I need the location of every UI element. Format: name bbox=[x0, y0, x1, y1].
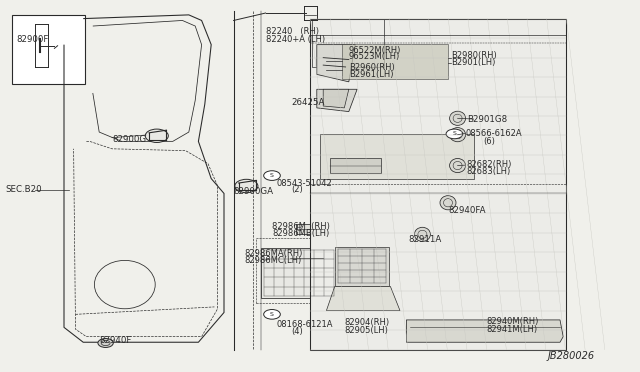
Bar bbox=[320, 134, 474, 179]
Polygon shape bbox=[323, 89, 349, 108]
Text: (6): (6) bbox=[483, 137, 495, 146]
Text: 82905(LH): 82905(LH) bbox=[344, 326, 388, 335]
Polygon shape bbox=[317, 45, 355, 82]
Circle shape bbox=[98, 339, 113, 347]
Bar bbox=[261, 248, 337, 298]
Bar bbox=[342, 44, 448, 79]
Circle shape bbox=[145, 129, 168, 142]
Text: 08566-6162A: 08566-6162A bbox=[466, 129, 522, 138]
Text: 08168-6121A: 08168-6121A bbox=[276, 320, 333, 329]
Ellipse shape bbox=[449, 158, 466, 173]
Polygon shape bbox=[406, 320, 563, 342]
Text: 82986MC(LH): 82986MC(LH) bbox=[244, 256, 301, 265]
Text: B2901(LH): B2901(LH) bbox=[451, 58, 495, 67]
Circle shape bbox=[446, 129, 463, 139]
Ellipse shape bbox=[415, 227, 431, 241]
Bar bbox=[12, 15, 85, 84]
Circle shape bbox=[262, 256, 269, 260]
Text: 96523M(LH): 96523M(LH) bbox=[349, 52, 400, 61]
Bar bbox=[330, 158, 381, 173]
Text: 82682(RH): 82682(RH) bbox=[466, 160, 511, 169]
Polygon shape bbox=[310, 19, 566, 350]
Circle shape bbox=[264, 310, 280, 319]
Text: 82900GA: 82900GA bbox=[234, 187, 274, 196]
Text: S: S bbox=[270, 173, 274, 178]
Text: 82941M(LH): 82941M(LH) bbox=[486, 325, 538, 334]
Ellipse shape bbox=[449, 111, 466, 125]
Text: 96522M(RH): 96522M(RH) bbox=[349, 46, 401, 55]
Text: 82683(LH): 82683(LH) bbox=[466, 167, 510, 176]
Circle shape bbox=[264, 171, 280, 180]
Ellipse shape bbox=[440, 196, 456, 210]
Text: 82900G: 82900G bbox=[112, 135, 146, 144]
Text: 82900F: 82900F bbox=[16, 35, 49, 44]
Text: 82986MB(LH): 82986MB(LH) bbox=[272, 229, 329, 238]
Circle shape bbox=[293, 256, 298, 259]
Text: B2960(RH): B2960(RH) bbox=[349, 63, 394, 72]
Text: 82240   (RH): 82240 (RH) bbox=[266, 27, 319, 36]
Circle shape bbox=[316, 228, 321, 231]
Text: B2961(LH): B2961(LH) bbox=[349, 70, 394, 79]
Circle shape bbox=[329, 256, 337, 260]
Text: 82904(RH): 82904(RH) bbox=[344, 318, 390, 327]
Text: SEC.B20: SEC.B20 bbox=[5, 185, 42, 194]
Text: 82986M  (RH): 82986M (RH) bbox=[272, 222, 330, 231]
Circle shape bbox=[315, 256, 320, 259]
Text: 82986MA(RH): 82986MA(RH) bbox=[244, 249, 303, 258]
Polygon shape bbox=[326, 286, 400, 311]
Text: (2): (2) bbox=[291, 185, 303, 194]
Bar bbox=[290, 251, 323, 264]
Bar bbox=[335, 247, 389, 286]
Text: 82940FA: 82940FA bbox=[448, 206, 486, 215]
Text: S: S bbox=[270, 312, 274, 317]
Text: 82911A: 82911A bbox=[408, 235, 442, 244]
Text: B2980(RH): B2980(RH) bbox=[451, 51, 497, 60]
Text: B2901G8: B2901G8 bbox=[467, 115, 508, 124]
Text: 08543-51042: 08543-51042 bbox=[276, 179, 332, 187]
Bar bbox=[256, 238, 342, 303]
Text: S: S bbox=[452, 131, 456, 137]
Text: 82940F: 82940F bbox=[99, 336, 132, 345]
Circle shape bbox=[297, 228, 302, 231]
Bar bbox=[296, 224, 323, 234]
Circle shape bbox=[235, 179, 258, 193]
Text: (4): (4) bbox=[291, 327, 303, 336]
Text: 82240+A (LH): 82240+A (LH) bbox=[266, 35, 324, 44]
Text: 26425A: 26425A bbox=[291, 98, 324, 107]
Polygon shape bbox=[317, 89, 357, 112]
Text: 82940M(RH): 82940M(RH) bbox=[486, 317, 539, 326]
Text: JB280026: JB280026 bbox=[547, 352, 595, 361]
Ellipse shape bbox=[449, 128, 466, 142]
